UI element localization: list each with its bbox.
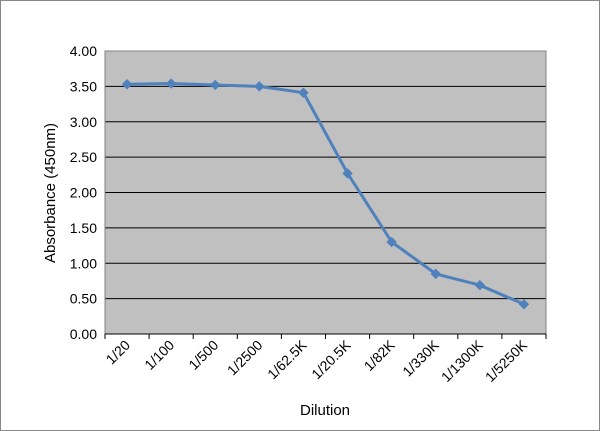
data-point-marker [474,279,486,291]
data-point-marker [254,81,265,92]
y-tick-label: 4.00 [70,43,97,59]
y-tick-label: 2.50 [70,149,97,165]
data-point-marker [121,79,133,90]
data-point-marker [342,168,353,179]
data-point-marker [165,78,177,89]
y-tick-label: 2.00 [70,185,97,201]
data-point-marker [386,236,397,248]
y-axis-title: Absorbance (450nm) [42,123,59,263]
data-point-marker [210,79,221,91]
y-tick-label: 0.00 [70,326,97,342]
series-line [125,82,526,306]
y-tick-label: 3.50 [70,78,97,94]
x-axis-title: Dilution [300,402,350,419]
data-point-marker [298,87,309,98]
data-point-marker [518,299,530,310]
data-point-marker [430,268,441,280]
y-tick-label: 3.00 [70,114,97,130]
y-tick-label: 1.00 [70,255,97,271]
y-tick-label: 0.50 [70,291,97,307]
y-tick-label: 1.50 [70,220,97,236]
